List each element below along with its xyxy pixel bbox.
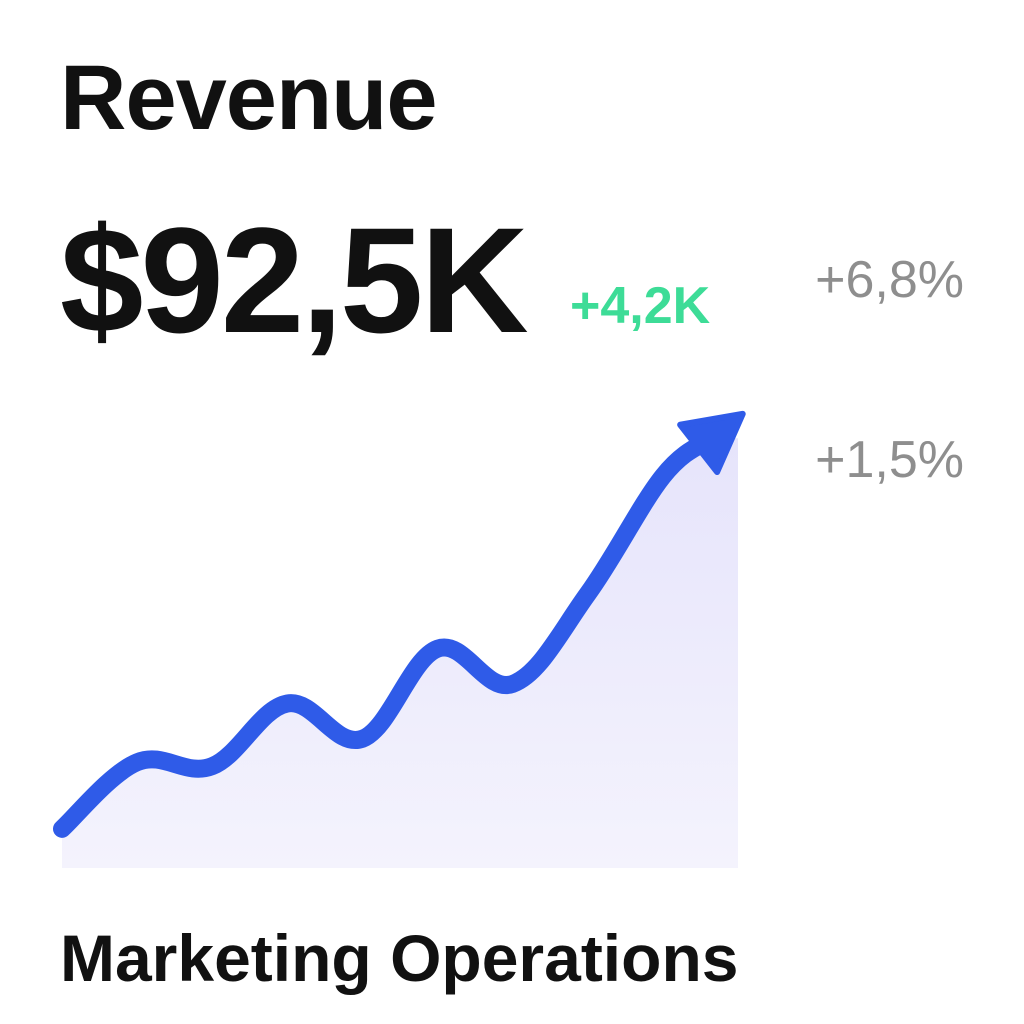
trend-arrow-head — [677, 410, 746, 476]
revenue-value: $92,5K — [60, 196, 529, 364]
trend-line — [53, 429, 721, 838]
card-title: Revenue — [60, 47, 437, 149]
percent-change-secondary: +1,5% — [815, 431, 964, 489]
absolute-change: +4,2K — [570, 277, 711, 335]
percent-change-primary: +6,8% — [815, 251, 964, 309]
department-label: Marketing Operations — [60, 921, 739, 995]
